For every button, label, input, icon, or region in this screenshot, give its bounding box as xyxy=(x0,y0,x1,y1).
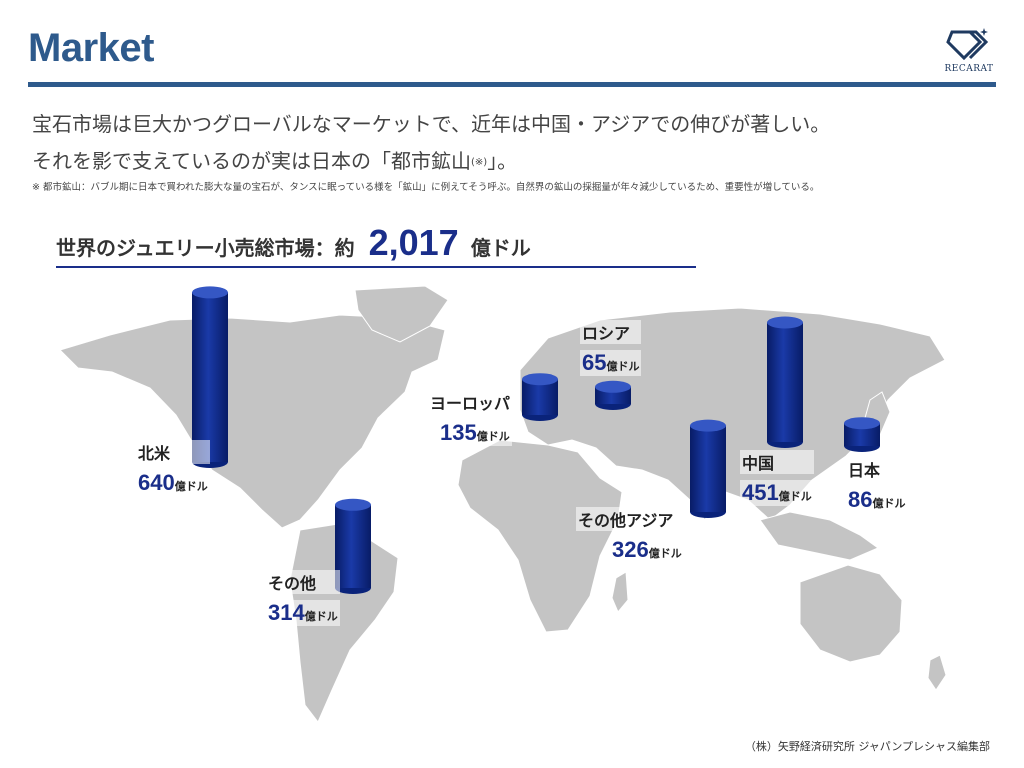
greenland-shape xyxy=(354,285,449,343)
bar-cap xyxy=(335,498,371,511)
bar-japan xyxy=(844,417,880,452)
bar-body xyxy=(335,504,371,588)
bar-cap xyxy=(690,419,726,432)
bar-other xyxy=(335,498,371,594)
region-value: 135億ドル xyxy=(438,420,513,446)
region-name: 中国 xyxy=(740,450,814,474)
region-name: 北米 xyxy=(136,440,210,464)
lead-line-2-main: それを影で支えているのが実は日本の「都市鉱山 xyxy=(32,149,471,173)
southeast-asia-shape xyxy=(759,511,880,561)
total-unit: 億ドル xyxy=(470,236,531,260)
note-mark: (※) xyxy=(471,157,488,168)
value-unit: 億ドル xyxy=(872,497,906,510)
bar-body xyxy=(767,322,803,442)
value-unit: 億ドル xyxy=(174,480,208,493)
bar-north-america xyxy=(192,286,228,468)
source-credit: （株）矢野経済研究所 ジャパンプレシャス編集部 xyxy=(744,740,990,753)
value-number: 135 xyxy=(440,420,477,445)
value-number: 86 xyxy=(848,487,873,512)
value-unit: 億ドル xyxy=(778,490,812,503)
bar-other-asia xyxy=(690,419,726,518)
value-unit: 億ドル xyxy=(606,360,640,373)
region-russia: ロシア 65億ドル xyxy=(580,320,642,376)
region-name: その他アジア xyxy=(576,507,684,531)
region-value: 314億ドル xyxy=(266,600,340,626)
lead-line-2-end: 」。 xyxy=(487,149,518,173)
total-value: 2,017 xyxy=(368,222,459,263)
region-japan: 日本 86億ドル xyxy=(846,457,908,513)
value-unit: 億ドル xyxy=(304,610,338,623)
value-unit: 億ドル xyxy=(648,547,682,560)
bar-cap xyxy=(767,316,803,329)
bar-cap xyxy=(595,380,631,393)
region-value: 451億ドル xyxy=(740,480,814,506)
australia-shape xyxy=(799,564,903,663)
region-name: 日本 xyxy=(846,457,908,481)
bar-cap xyxy=(522,373,558,386)
total-label: 世界のジュエリー小売総市場：約 xyxy=(56,236,355,260)
region-other: その他 314億ドル xyxy=(266,570,340,626)
market-bars xyxy=(192,286,880,594)
title-underline xyxy=(28,82,996,87)
region-china: 中国 451億ドル xyxy=(740,450,814,506)
region-name: その他 xyxy=(266,570,340,594)
bar-russia xyxy=(595,380,631,410)
value-number: 451 xyxy=(742,480,779,505)
value-number: 314 xyxy=(268,600,305,625)
bar-body xyxy=(844,423,880,446)
region-name: ロシア xyxy=(580,320,642,344)
region-name: ヨーロッパ xyxy=(428,390,513,414)
north-america-shape xyxy=(59,314,446,529)
madagascar-shape xyxy=(611,571,629,613)
region-value: 65億ドル xyxy=(580,350,642,376)
logo-text: RECARAT xyxy=(944,64,994,74)
bar-body xyxy=(690,425,726,512)
region-value: 326億ドル xyxy=(610,537,684,563)
new-zealand-shape xyxy=(927,654,947,691)
region-value: 86億ドル xyxy=(846,487,908,513)
total-underline xyxy=(56,266,696,268)
value-number: 65 xyxy=(582,350,607,375)
diamond-logo-icon xyxy=(946,28,989,61)
page-title: Market xyxy=(28,26,154,70)
region-europe: ヨーロッパ 135億ドル xyxy=(428,390,513,446)
value-unit: 億ドル xyxy=(476,430,510,443)
bar-cap xyxy=(192,286,228,299)
region-other-asia: その他アジア 326億ドル xyxy=(576,507,684,563)
region-north-america: 北米 640億ドル xyxy=(136,440,210,496)
bar-cap xyxy=(844,417,880,430)
footnote: ※ 都市鉱山：バブル期に日本で買われた膨大な量の宝石が、タンスに眠っている様を「… xyxy=(32,182,820,193)
value-number: 640 xyxy=(138,470,175,495)
africa-shape xyxy=(457,439,623,633)
bar-europe xyxy=(522,373,558,421)
lead-line-2: それを影で支えているのが実は日本の「都市鉱山(※)」。 xyxy=(32,145,517,174)
bar-body xyxy=(192,292,228,462)
bar-china xyxy=(767,316,803,448)
recarat-logo: RECARAT xyxy=(940,24,998,78)
region-value: 640億ドル xyxy=(136,470,210,496)
lead-line-1: 宝石市場は巨大かつグローバルなマーケットで、近年は中国・アジアでの伸びが著しい。 xyxy=(32,112,831,136)
value-number: 326 xyxy=(612,537,649,562)
total-market: 世界のジュエリー小売総市場：約 2,017 億ドル xyxy=(56,222,531,264)
